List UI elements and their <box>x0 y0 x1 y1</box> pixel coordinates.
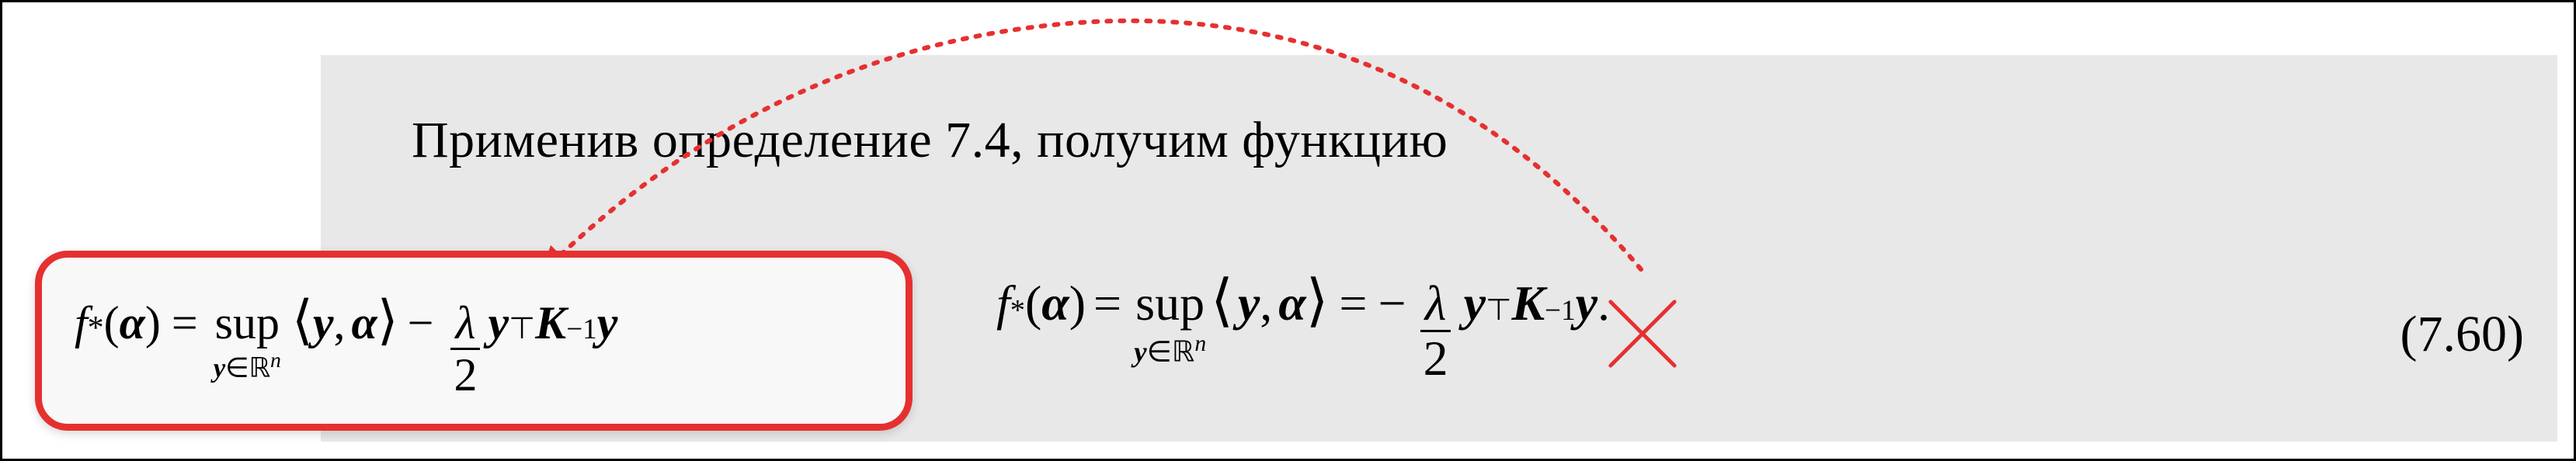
corrected-equation: f*(α) = sup y∈ℝn ⟨y,α⟩ − λ 2 y⊤K−1y <box>75 289 617 398</box>
sym-alpha: α <box>1041 275 1069 332</box>
sup-operator: sup y∈ℝn <box>214 300 281 383</box>
sup-operator: sup y∈ℝn <box>1134 279 1206 369</box>
original-equation: f*(α) = sup y∈ℝn ⟨y,α⟩ = − λ 2 y⊤K−1y. <box>996 268 1610 383</box>
sym-star: * <box>88 310 104 347</box>
fraction-lambda-2: λ 2 <box>1419 279 1453 383</box>
sym-f: f <box>996 275 1010 332</box>
sym-star: * <box>1010 293 1025 328</box>
wrong-equals: = <box>1339 275 1367 332</box>
sym-eq: = <box>1093 275 1121 332</box>
sym-f: f <box>75 296 88 350</box>
sym-alpha: α <box>120 296 145 350</box>
intro-text: Применив определение 7.4, получим функци… <box>412 111 1448 170</box>
fraction-lambda-2: λ 2 <box>449 300 481 398</box>
sym-eq: = <box>172 296 198 350</box>
equation-number: (7.60) <box>2400 305 2524 364</box>
